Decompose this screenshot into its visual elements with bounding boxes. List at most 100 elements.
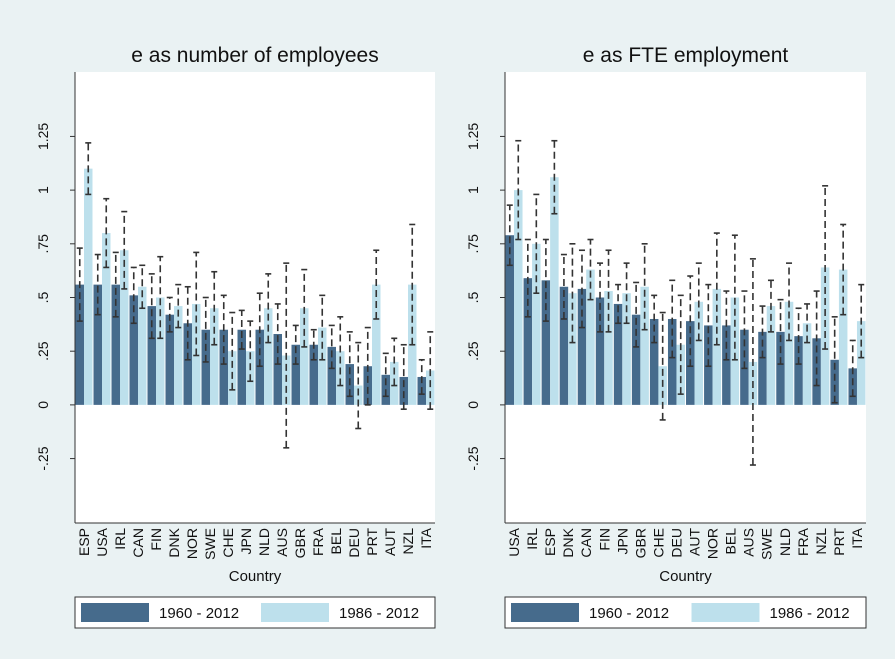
bar: [541, 280, 551, 405]
bar: [848, 368, 857, 405]
x-tick-label: NZL: [813, 528, 829, 555]
bar: [514, 190, 523, 405]
bar: [856, 321, 866, 405]
bar: [138, 286, 147, 405]
bar: [776, 331, 785, 405]
x-tick-label: CHE: [650, 528, 666, 558]
x-tick-label: FIN: [596, 528, 612, 551]
x-tick-label: NOR: [705, 528, 721, 559]
x-tick-label: ITA: [849, 527, 865, 548]
bar: [174, 306, 183, 405]
x-tick-label: NLD: [777, 528, 793, 556]
bar: [613, 303, 623, 405]
bar: [291, 344, 300, 405]
bar: [201, 329, 210, 405]
y-tick-label: .75: [35, 234, 51, 254]
bar: [550, 177, 559, 405]
x-tick-label: DNK: [166, 527, 182, 557]
x-tick-label: AUS: [741, 528, 757, 557]
legend-label: 1960 - 2012: [589, 605, 669, 622]
bar: [784, 301, 794, 405]
x-tick-label: ESP: [76, 528, 92, 556]
x-axis-title: Country: [659, 568, 712, 585]
y-tick-label: 1: [35, 186, 51, 194]
bar: [273, 334, 282, 405]
bar: [120, 250, 129, 405]
x-tick-label: FIN: [148, 528, 164, 551]
x-tick-label: DNK: [560, 527, 576, 557]
x-tick-label: JPN: [238, 528, 254, 554]
x-tick-label: DEU: [346, 528, 362, 558]
bar: [604, 291, 613, 405]
bar: [300, 308, 309, 405]
bar: [667, 318, 677, 405]
bar: [156, 297, 165, 405]
x-tick-label: NLD: [256, 528, 272, 556]
legend-swatch: [261, 603, 329, 622]
y-tick-label: .25: [35, 341, 51, 361]
bar: [93, 284, 102, 405]
x-tick-label: CHE: [220, 528, 236, 558]
x-tick-label: AUS: [274, 528, 290, 557]
plot-area: [75, 72, 435, 523]
y-tick-label: -.25: [35, 446, 51, 470]
bar: [129, 295, 138, 405]
bar: [802, 323, 812, 405]
bar: [712, 288, 722, 405]
x-tick-label: FRA: [310, 527, 326, 556]
bar: [372, 284, 381, 405]
bar: [838, 269, 848, 405]
bar: [75, 284, 84, 405]
x-tick-label: ITA: [418, 527, 434, 548]
plot-area: [505, 72, 866, 523]
bar: [694, 301, 704, 405]
bar: [219, 329, 228, 405]
bar: [577, 288, 587, 405]
x-tick-label: NZL: [400, 528, 416, 555]
bar: [399, 376, 408, 405]
x-tick-label: SWE: [759, 528, 775, 560]
bar: [640, 286, 649, 405]
legend-swatch: [81, 603, 149, 622]
chart-title: e as FTE employment: [583, 44, 789, 67]
bar: [830, 359, 839, 405]
bar: [586, 269, 595, 405]
bar: [327, 346, 336, 405]
bar: [426, 370, 435, 405]
x-tick-label: BEL: [723, 528, 739, 555]
bar: [523, 278, 533, 405]
bar: [532, 243, 541, 405]
bar: [730, 297, 740, 405]
x-tick-label: SWE: [202, 528, 218, 560]
y-tick-label: .5: [35, 291, 51, 303]
legend-label: 1960 - 2012: [159, 605, 239, 622]
x-tick-label: GBR: [292, 528, 308, 558]
bar: [622, 293, 631, 405]
chart-title: e as number of employees: [131, 44, 378, 67]
x-tick-label: DEU: [668, 528, 684, 558]
legend-label: 1986 - 2012: [339, 605, 419, 622]
bar: [649, 318, 659, 405]
x-tick-label: CAN: [578, 528, 594, 558]
bar: [210, 308, 219, 405]
bar: [165, 314, 174, 405]
x-tick-label: CAN: [130, 528, 146, 558]
bar: [363, 366, 372, 405]
y-tick-label: 0: [35, 401, 51, 409]
x-tick-label: USA: [506, 527, 522, 556]
y-tick-label: 1.25: [35, 123, 51, 150]
bar: [255, 329, 264, 405]
bar: [568, 293, 577, 405]
y-tick-label: -.25: [465, 446, 481, 470]
x-tick-label: PRT: [364, 528, 380, 556]
bar: [318, 327, 327, 405]
bar: [794, 336, 803, 405]
legend-swatch: [511, 603, 579, 622]
y-tick-label: .75: [465, 234, 481, 254]
bar: [758, 331, 767, 405]
x-tick-label: AUT: [382, 528, 398, 556]
x-tick-label: GBR: [632, 528, 648, 558]
x-tick-label: ESP: [542, 528, 558, 556]
x-tick-label: PRT: [831, 528, 847, 556]
